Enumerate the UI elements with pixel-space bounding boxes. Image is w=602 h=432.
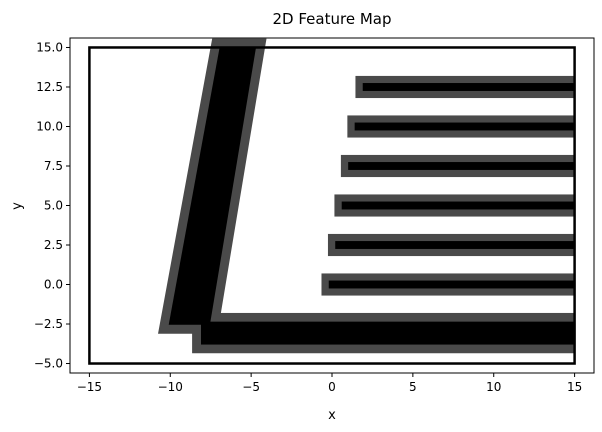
y-tick-label: 12.5: [36, 80, 63, 94]
y-tick-label: 10.0: [36, 119, 63, 133]
x-tick-label: −15: [77, 380, 102, 394]
x-tick-label: 0: [328, 380, 336, 394]
chart-title: 2D Feature Map: [273, 10, 392, 28]
horizontal-bar-5-core: [354, 122, 575, 131]
slanted-beam-core: [168, 47, 256, 325]
x-tick-label: −10: [158, 380, 183, 394]
x-axis-ticks: −15 −10 −5 0 5 10 15: [77, 373, 582, 394]
horizontal-bar-1-core: [328, 280, 575, 289]
horizontal-bar-2-core: [335, 241, 575, 249]
y-tick-label: −5.0: [34, 357, 63, 371]
x-tick-label: 10: [486, 380, 501, 394]
boundary-rectangle: [88, 46, 576, 365]
x-tick-label: 5: [409, 380, 417, 394]
x-tick-label: 15: [567, 380, 582, 394]
feature-layer: [158, 38, 575, 354]
y-tick-label: 15.0: [36, 40, 63, 54]
horizontal-bar-3-core: [341, 201, 575, 210]
y-tick-label: −2.5: [34, 317, 63, 331]
y-tick-label: 0.0: [44, 278, 63, 292]
y-tick-label: 2.5: [44, 238, 63, 252]
y-axis-ticks: −5.0 −2.5 0.0 2.5 5.0 7.5 10.0 12.5 15.0: [34, 40, 70, 371]
y-axis-label: y: [10, 202, 25, 210]
y-tick-label: 5.0: [44, 199, 63, 213]
bottom-bar-core: [201, 321, 575, 345]
x-tick-label: −5: [242, 380, 260, 394]
horizontal-bar-6-core: [362, 83, 575, 91]
horizontal-bar-4-core: [348, 162, 575, 170]
y-tick-label: 7.5: [44, 159, 63, 173]
boundary-layer: [88, 46, 576, 365]
x-axis-label: x: [328, 408, 336, 423]
